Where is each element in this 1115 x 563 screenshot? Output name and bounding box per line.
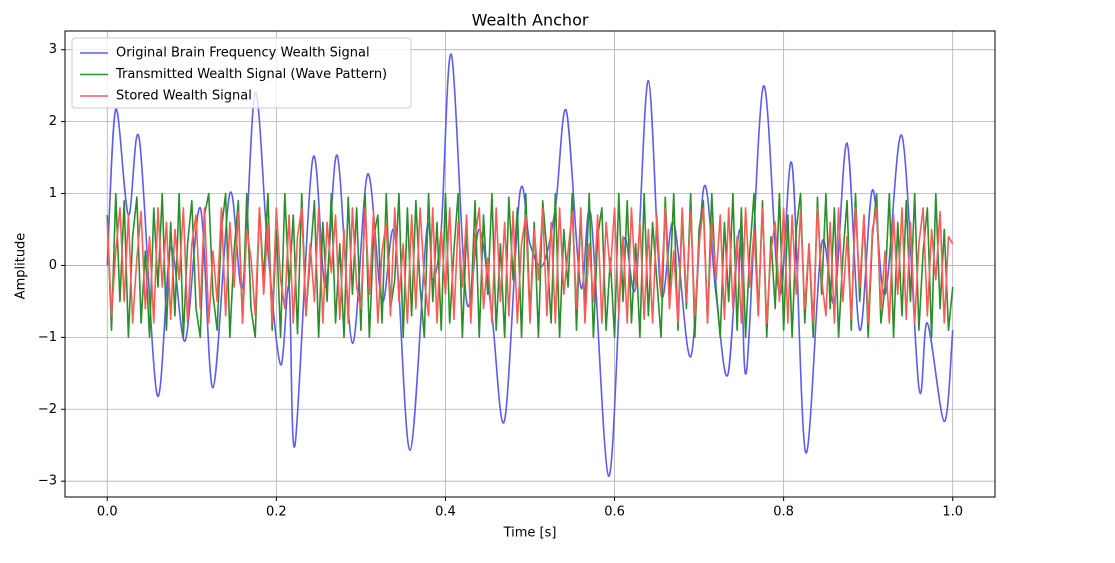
x-tick-label: 0.0 — [97, 505, 118, 520]
plot-area — [106, 53, 954, 477]
y-tick-label: −2 — [38, 402, 57, 417]
legend-label: Stored Wealth Signal — [116, 89, 252, 104]
y-tick-label: 2 — [49, 114, 57, 129]
y-tick-label: 3 — [49, 42, 57, 57]
chart-title: Wealth Anchor — [472, 11, 589, 30]
x-tick-label: 1.0 — [942, 505, 963, 520]
x-tick-label: 0.4 — [435, 505, 456, 520]
legend: Original Brain Frequency Wealth Signal Tr… — [71, 37, 412, 109]
x-tick-label: 0.6 — [604, 505, 625, 520]
legend-label: Original Brain Frequency Wealth Signal — [116, 46, 370, 61]
x-tick-label: 0.2 — [266, 505, 287, 520]
series-line — [106, 207, 954, 324]
y-tick-label: 0 — [49, 258, 57, 273]
x-axis-label: Time [s] — [503, 526, 557, 541]
legend-label: Transmitted Wealth Signal (Wave Pattern) — [115, 67, 387, 82]
axes-frame — [64, 30, 996, 498]
y-axis-label: Amplitude — [14, 233, 29, 300]
y-tick-label: −1 — [38, 330, 57, 345]
y-tick-label: −3 — [38, 474, 57, 489]
legend-box — [71, 37, 412, 109]
x-tick-label: 0.8 — [773, 505, 794, 520]
y-tick-label: 1 — [49, 186, 57, 201]
